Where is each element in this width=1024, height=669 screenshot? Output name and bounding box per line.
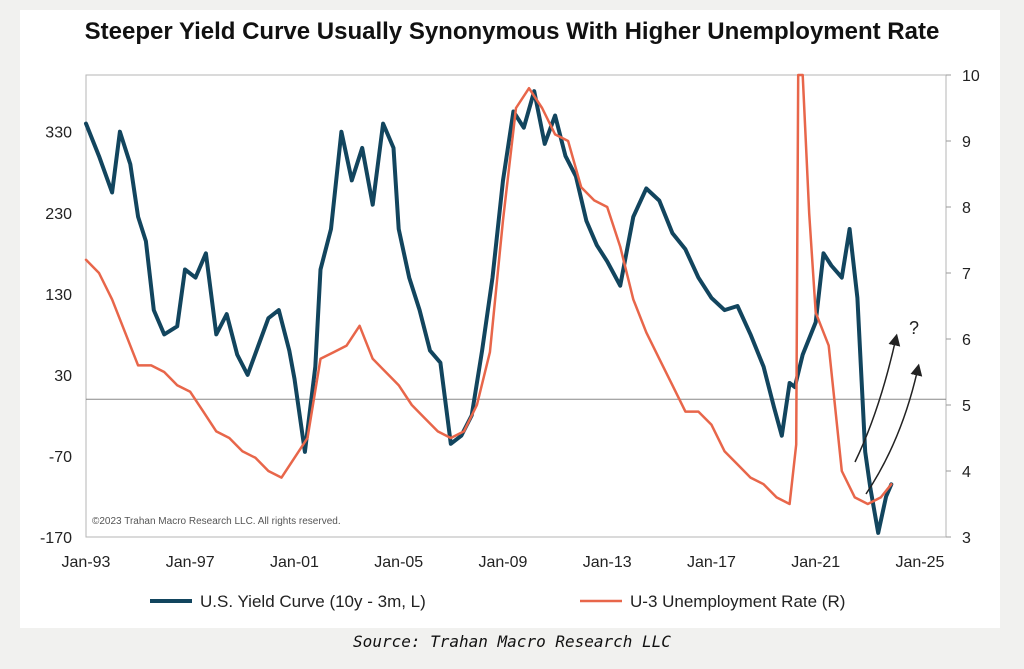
y-right-tick-label: 8	[962, 200, 971, 217]
y-right-tick-label: 7	[962, 266, 971, 283]
x-tick-label: Jan-93	[62, 554, 111, 571]
y-left-tick-label: 330	[45, 125, 72, 142]
y-right-tick-label: 9	[962, 134, 971, 151]
copyright-label: ©2023 Trahan Macro Research LLC. All rig…	[92, 516, 341, 527]
x-tick-label: Jan-21	[791, 554, 840, 571]
y-right-tick-label: 5	[962, 398, 971, 415]
source-caption: Source: Trahan Macro Research LLC	[353, 632, 671, 651]
y-left-tick-label: -170	[40, 530, 72, 547]
x-tick-label: Jan-13	[583, 554, 632, 571]
y-right-tick-label: 3	[962, 530, 971, 547]
trend-arrow-2	[865, 363, 923, 495]
y-left-tick-label: -70	[49, 449, 72, 466]
y-right-tick-label: 10	[962, 68, 980, 85]
chart-card	[20, 10, 1000, 628]
y-left-tick-label: 230	[45, 206, 72, 223]
unemployment-series-line	[84, 73, 893, 506]
trend-arrow-1	[854, 333, 901, 463]
y-right-tick-label: 6	[962, 332, 971, 349]
legend-label-yield-curve: U.S. Yield Curve (10y - 3m, L)	[200, 592, 426, 611]
yield-curve-series-line	[84, 89, 894, 535]
x-tick-label: Jan-97	[166, 554, 215, 571]
x-tick-label: Jan-09	[479, 554, 528, 571]
chart-title: Steeper Yield Curve Usually Synonymous W…	[84, 18, 940, 45]
y-left-tick-label: 130	[45, 287, 72, 304]
x-tick-label: Jan-17	[687, 554, 736, 571]
x-tick-label: Jan-25	[895, 554, 944, 571]
x-tick-label: Jan-05	[374, 554, 423, 571]
x-tick-label: Jan-01	[270, 554, 319, 571]
y-left-tick-label: 30	[54, 368, 72, 385]
plot-frame	[85, 74, 947, 538]
y-right-tick-label: 4	[962, 464, 971, 481]
legend-label-unemployment: U-3 Unemployment Rate (R)	[630, 592, 845, 611]
question-annotation: ?	[909, 318, 919, 338]
